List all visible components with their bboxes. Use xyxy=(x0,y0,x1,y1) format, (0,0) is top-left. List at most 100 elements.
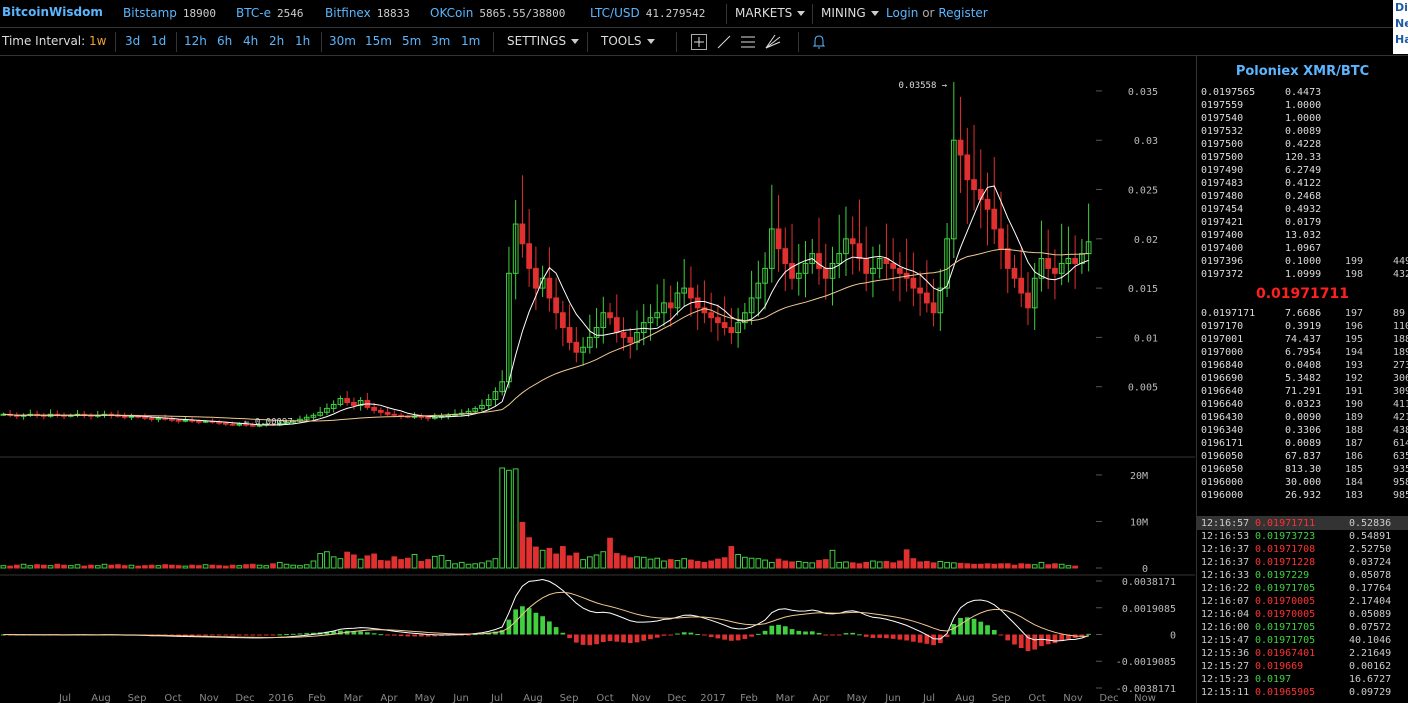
interval-1w[interactable]: 1w xyxy=(89,34,107,48)
macd-histogram-bar xyxy=(654,634,660,638)
macd-histogram-bar xyxy=(189,634,195,636)
trade-row[interactable]: 12:16:33 0.0197229 0.05078 xyxy=(1197,569,1408,582)
ask-row[interactable]: 0.0197565 0.4473 xyxy=(1197,86,1408,99)
crosshair-icon[interactable] xyxy=(690,33,708,51)
bid-row[interactable]: 0196690 5.3482 192 3067 xyxy=(1197,372,1408,385)
trade-row[interactable]: 12:16:04 0.01970005 0.05089 xyxy=(1197,608,1408,621)
interval-1d[interactable]: 1d xyxy=(151,34,167,48)
ask-row[interactable]: 0197480 0.2468 xyxy=(1197,190,1408,203)
ask-row[interactable]: 0197421 0.0179 xyxy=(1197,216,1408,229)
interval-12h[interactable]: 12h xyxy=(184,34,207,48)
trade-row[interactable]: 12:15:23 0.0197 16.6727 xyxy=(1197,673,1408,686)
candle-body xyxy=(762,267,768,284)
trade-row[interactable]: 12:16:53 0.01973723 0.54891 xyxy=(1197,530,1408,543)
ticker-btce[interactable]: BTC-e 2546 xyxy=(236,6,303,20)
ask-row[interactable]: 0197400 13.032 xyxy=(1197,229,1408,242)
ask-row[interactable]: 0197396 0.1000 199 449 xyxy=(1197,255,1408,268)
volume-bar xyxy=(398,559,404,569)
trade-row[interactable]: 12:16:37 0.01971708 2.52750 xyxy=(1197,543,1408,556)
volume-bar xyxy=(404,557,411,569)
trade-row[interactable]: 12:16:07 0.01970005 2.17404 xyxy=(1197,595,1408,608)
interval-6h[interactable]: 6h xyxy=(217,34,233,48)
line-icon[interactable] xyxy=(715,33,733,51)
interval-1m[interactable]: 1m xyxy=(461,34,481,48)
trade-row[interactable]: 12:15:11 0.01965905 0.09729 xyxy=(1197,686,1408,699)
x-axis-label: Feb xyxy=(308,693,326,703)
bid-row[interactable]: 0196340 0.3306 188 4381 xyxy=(1197,424,1408,437)
bid-row[interactable]: 0196171 0.0089 187 6141 xyxy=(1197,437,1408,450)
ask-row[interactable]: 0197490 6.2749 xyxy=(1197,164,1408,177)
ticker-bitfinex[interactable]: Bitfinex 18833 xyxy=(325,6,410,20)
register-link[interactable]: Register xyxy=(938,6,988,20)
ask-price: 0197559 xyxy=(1201,100,1244,111)
settings-menu[interactable]: SETTINGS xyxy=(507,34,580,48)
macd-histogram-bar xyxy=(796,630,802,635)
bid-row[interactable]: 0196640 0.0323 190 4115 xyxy=(1197,398,1408,411)
bid-row[interactable]: 0197001 74.437 195 1885 xyxy=(1197,333,1408,346)
macd-histogram-bar xyxy=(243,634,249,636)
bid-row[interactable]: 0196000 26.932 183 9850 xyxy=(1197,489,1408,502)
trade-row[interactable]: 12:15:27 0.019669 0.00162 xyxy=(1197,660,1408,673)
fan-icon[interactable] xyxy=(764,33,782,51)
interval-3m[interactable]: 3m xyxy=(431,34,451,48)
markets-menu[interactable]: MARKETS xyxy=(735,6,806,20)
login-link[interactable]: Login xyxy=(886,6,919,20)
ticker-bitstamp[interactable]: Bitstamp 18900 xyxy=(123,6,216,20)
price-chart[interactable]: 0.035 0.03 0.025 0.02 0.015 0.01 0.005 0.03558 … xyxy=(0,56,1195,703)
macd-histogram-bar xyxy=(702,634,707,636)
bid-row[interactable]: 0196840 0.0408 193 2731 xyxy=(1197,359,1408,372)
ticker-ltcusd[interactable]: LTC/USD 41.279542 xyxy=(590,6,705,20)
candle-body xyxy=(377,409,384,413)
ask-row[interactable]: 0197540 1.0000 xyxy=(1197,112,1408,125)
ask-row[interactable]: 0197372 1.0999 198 432 xyxy=(1197,268,1408,281)
trade-row[interactable]: 12:16:37 0.01971228 0.03724 xyxy=(1197,556,1408,569)
interval-2h[interactable]: 2h xyxy=(269,34,285,48)
interval-15m[interactable]: 15m xyxy=(365,34,392,48)
volume-bar xyxy=(910,558,917,569)
bid-row[interactable]: 0197000 6.7954 194 1899 xyxy=(1197,346,1408,359)
interval-4h[interactable]: 4h xyxy=(243,34,259,48)
bid-row[interactable]: 0.0197171 7.6686 197 89 xyxy=(1197,307,1408,320)
interval-1h[interactable]: 1h xyxy=(295,34,311,48)
bid-row[interactable]: 0197170 0.3919 196 1104 xyxy=(1197,320,1408,333)
trade-time: 12:16:07 xyxy=(1201,596,1250,607)
ask-row[interactable]: 0197400 1.0967 xyxy=(1197,242,1408,255)
ask-row[interactable]: 0197483 0.4122 xyxy=(1197,177,1408,190)
brand-logo[interactable]: BitcoinWisdom xyxy=(2,5,103,19)
volume-bar xyxy=(998,563,1004,569)
volume-tick-label: 0 xyxy=(1142,564,1148,575)
interval-30m[interactable]: 30m xyxy=(329,34,356,48)
trade-row[interactable]: 12:15:47 0.01971705 40.1046 xyxy=(1197,634,1408,647)
interval-5m[interactable]: 5m xyxy=(402,34,422,48)
macd-histogram-bar xyxy=(668,634,674,636)
mining-menu[interactable]: MINING xyxy=(821,6,879,20)
macd-histogram-bar xyxy=(944,634,950,637)
ask-row[interactable]: 0197500 0.4228 xyxy=(1197,138,1408,151)
bid-row[interactable]: 0196050 67.837 186 6357 xyxy=(1197,450,1408,463)
trade-row[interactable]: 12:16:00 0.01971705 0.07572 xyxy=(1197,621,1408,634)
candle-body xyxy=(640,322,647,333)
volume-bar xyxy=(526,537,533,569)
ask-row[interactable]: 0197500 120.33 xyxy=(1197,151,1408,164)
ticker-okcoin[interactable]: OKCoin 5865.55/38800 xyxy=(430,6,565,20)
ask-row[interactable]: 0197454 0.4932 xyxy=(1197,203,1408,216)
bid-sum: 192 xyxy=(1345,373,1364,384)
bid-row[interactable]: 0196430 0.0090 189 4214 xyxy=(1197,411,1408,424)
alert-bell-icon[interactable] xyxy=(810,33,828,51)
ticker-name: OKCoin xyxy=(430,6,474,20)
corner-panel[interactable]: Di Ne Ha xyxy=(1393,0,1408,54)
fib-lines-icon[interactable] xyxy=(739,33,757,51)
trade-row[interactable]: 12:16:22 0.01971705 0.17764 xyxy=(1197,582,1408,595)
volume-bar xyxy=(762,559,768,569)
bid-row[interactable]: 0196000 30.000 184 9580 xyxy=(1197,476,1408,489)
trade-amount: 0.05078 xyxy=(1349,570,1392,581)
bid-row[interactable]: 0196050 813.30 185 9357 xyxy=(1197,463,1408,476)
trade-row[interactable]: 12:15:36 0.01967401 2.21649 xyxy=(1197,647,1408,660)
bid-row[interactable]: 0196640 71.291 191 3098 xyxy=(1197,385,1408,398)
trade-row[interactable]: 12:16:57 0.01971711 0.52836 xyxy=(1197,517,1408,530)
tools-menu[interactable]: TOOLS xyxy=(601,34,655,48)
interval-3d[interactable]: 3d xyxy=(125,34,141,48)
ask-row[interactable]: 0197532 0.0089 xyxy=(1197,125,1408,138)
orderbook-title[interactable]: Poloniex XMR/BTC xyxy=(1235,64,1370,79)
ask-row[interactable]: 0197559 1.0000 xyxy=(1197,99,1408,112)
